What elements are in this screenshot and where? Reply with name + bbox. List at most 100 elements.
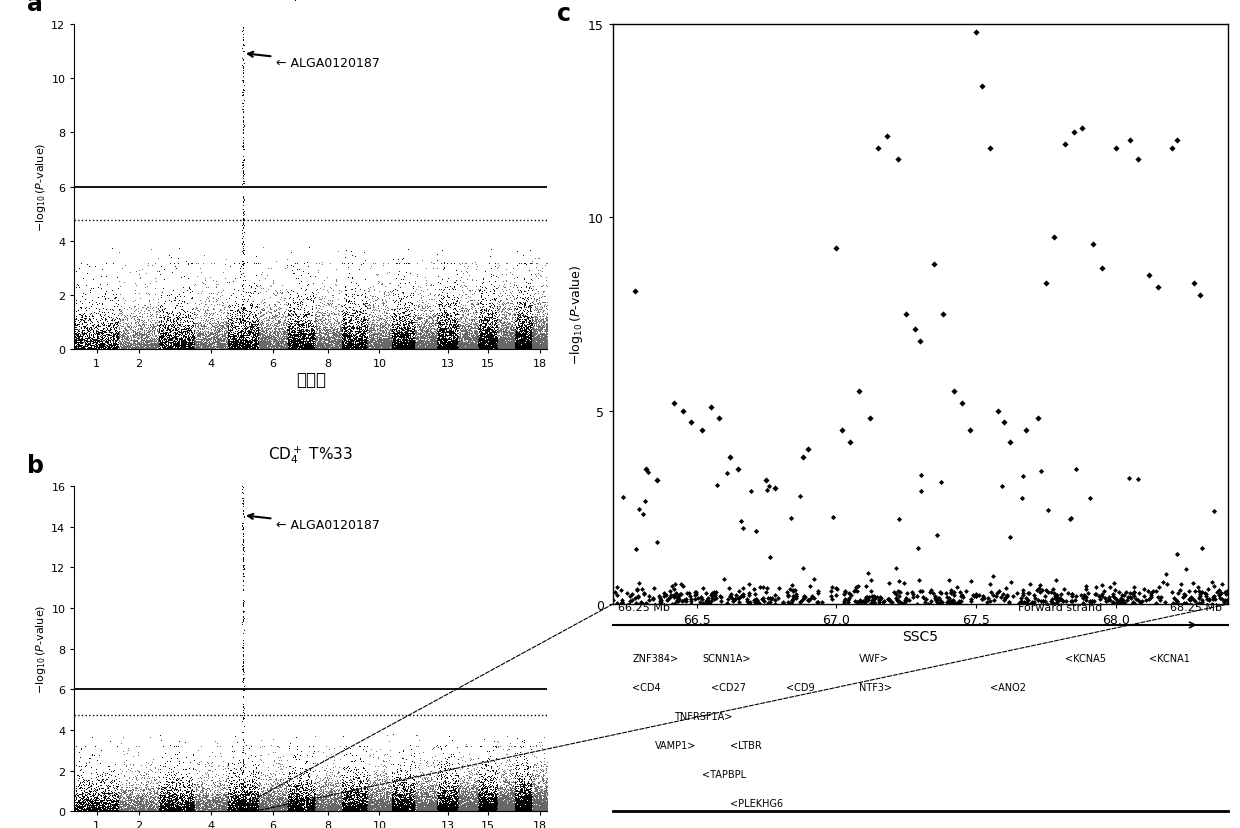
- Point: [490, 780, 510, 793]
- Point: [272, 801, 291, 814]
- Point: [436, 792, 456, 805]
- Point: [193, 788, 213, 802]
- Point: [210, 792, 229, 805]
- Point: [534, 336, 554, 349]
- Point: [244, 803, 264, 816]
- Point: [498, 302, 518, 315]
- Point: [517, 800, 537, 813]
- Point: [187, 338, 207, 351]
- Point: [377, 792, 397, 805]
- Point: [429, 300, 449, 313]
- Point: [336, 792, 356, 805]
- Point: [212, 338, 232, 351]
- Point: [294, 330, 314, 343]
- Point: [470, 739, 490, 753]
- Point: [211, 798, 231, 811]
- Point: [491, 803, 511, 816]
- Point: [376, 336, 396, 349]
- Point: [505, 329, 525, 342]
- Point: [353, 804, 373, 817]
- Point: [485, 791, 505, 804]
- Point: [401, 342, 420, 355]
- Point: [526, 338, 546, 351]
- Point: [523, 789, 543, 802]
- Point: [175, 327, 195, 340]
- Point: [206, 781, 226, 794]
- Point: [331, 796, 351, 809]
- Point: [69, 772, 89, 785]
- Point: [242, 336, 262, 349]
- Point: [508, 804, 528, 817]
- Point: [419, 338, 439, 351]
- Point: [216, 339, 236, 353]
- Point: [370, 790, 389, 803]
- Point: [529, 336, 549, 349]
- Point: [216, 797, 236, 810]
- Point: [424, 337, 444, 350]
- Point: [197, 307, 217, 320]
- Point: [332, 337, 352, 350]
- Point: [115, 322, 135, 335]
- Point: [477, 307, 497, 320]
- Point: [533, 797, 553, 810]
- Point: [405, 337, 425, 350]
- Point: [343, 334, 363, 347]
- Point: [444, 339, 464, 352]
- Point: [78, 790, 98, 803]
- Point: [326, 780, 346, 793]
- Point: [211, 320, 231, 333]
- Point: [78, 311, 98, 325]
- Point: [485, 801, 505, 814]
- Point: [441, 340, 461, 354]
- Point: [432, 800, 451, 813]
- Point: [529, 799, 549, 812]
- Point: [286, 797, 306, 811]
- Point: [355, 797, 374, 811]
- Point: [109, 804, 129, 817]
- Point: [479, 311, 498, 325]
- Point: [376, 333, 396, 346]
- Point: [303, 343, 322, 356]
- Point: [237, 340, 257, 354]
- Point: [224, 327, 244, 340]
- Point: [500, 800, 520, 813]
- Point: [446, 340, 466, 354]
- Point: [311, 802, 331, 815]
- Point: [469, 801, 489, 814]
- Point: [217, 796, 237, 809]
- Point: [88, 320, 108, 333]
- Point: [489, 330, 508, 344]
- Point: [187, 802, 207, 815]
- Point: [632, 598, 652, 611]
- Point: [429, 799, 449, 812]
- Point: [131, 802, 151, 816]
- Point: [352, 334, 372, 347]
- Point: [397, 340, 417, 354]
- Point: [254, 311, 274, 325]
- Point: [408, 335, 428, 348]
- Point: [144, 341, 164, 354]
- Point: [93, 784, 113, 797]
- Point: [288, 316, 308, 330]
- Point: [180, 802, 200, 816]
- Point: [76, 320, 95, 334]
- Point: [472, 343, 492, 356]
- Point: [331, 343, 351, 356]
- Point: [503, 785, 523, 798]
- Point: [118, 324, 138, 337]
- Point: [463, 803, 482, 816]
- Point: [285, 314, 305, 327]
- Point: [215, 327, 234, 340]
- Point: [425, 334, 445, 347]
- Point: [196, 798, 216, 811]
- Point: [429, 342, 449, 355]
- Point: [208, 793, 228, 806]
- Point: [300, 329, 320, 342]
- Point: [394, 328, 414, 341]
- Point: [281, 335, 301, 349]
- Point: [512, 801, 532, 814]
- Point: [213, 802, 233, 815]
- Point: [383, 325, 403, 339]
- Point: [192, 802, 212, 816]
- Point: [458, 338, 477, 351]
